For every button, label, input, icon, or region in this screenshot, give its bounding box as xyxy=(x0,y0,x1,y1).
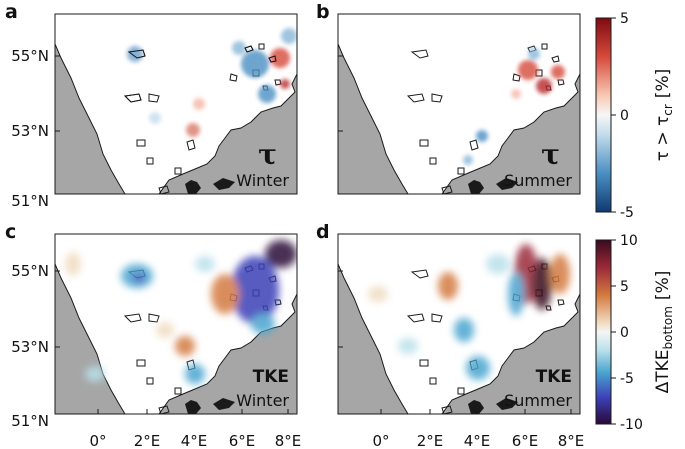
y-tick-label-51n: 51°N xyxy=(11,412,49,430)
colorbar-tick: 0 xyxy=(620,325,629,341)
x-tick-label-6e: 6°E xyxy=(229,432,256,449)
colorbar-label-main: ΔTKE xyxy=(653,349,673,393)
x-tick-label-0: 0° xyxy=(372,432,389,449)
panel-season: Summer xyxy=(504,171,572,190)
x-tick-label-8e: 8°E xyxy=(558,432,585,449)
field-tau-summer xyxy=(463,48,565,165)
panel-a: 55°N 53°N 51°N a τ Winter xyxy=(5,1,298,210)
colorbar-label-sub: cr xyxy=(661,104,675,116)
y-tick-label-51n: 51°N xyxy=(11,192,49,210)
colorbar-tick: 0 xyxy=(620,108,629,124)
x-tick-label-6e: 6°E xyxy=(512,432,539,449)
panel-symbol: TKE xyxy=(536,367,572,387)
y-tick-label-53n: 53°N xyxy=(11,122,49,140)
field-tke-winter xyxy=(65,240,297,384)
colorbar-tau: 5 0 -5 τ > τcr [%] xyxy=(595,11,675,221)
panel-letter: a xyxy=(5,1,18,23)
colorbar-tke: 10 5 0 -5 -10 ΔTKEbottom [%] xyxy=(595,233,675,433)
panel-symbol: τ xyxy=(258,138,277,171)
colorbar-tick: -10 xyxy=(620,417,643,433)
colorbar-tick: 5 xyxy=(620,279,629,295)
panel-c: 55°N 53°N 51°N 0° 2°E 4°E 6°E 8°E c TKE … xyxy=(5,221,301,449)
panel-symbol: TKE xyxy=(253,367,289,387)
colorbar-tick: 5 xyxy=(620,11,629,27)
colorbar-label-unit: [%] xyxy=(653,271,673,300)
x-tick-label-4e: 4°E xyxy=(181,432,208,449)
field-tke-summer xyxy=(368,244,570,380)
y-tick-label-55n: 55°N xyxy=(11,47,49,65)
colorbar-tick: -5 xyxy=(620,205,634,221)
x-tick-label-4e: 4°E xyxy=(464,432,491,449)
colorbar-label-main: τ > τ xyxy=(653,116,673,162)
panel-letter: d xyxy=(316,221,330,243)
colorbar-label: τ > τcr [%] xyxy=(653,69,675,161)
x-tick-label-2e: 2°E xyxy=(134,432,161,449)
field-tau-winter xyxy=(127,28,297,137)
panel-letter: b xyxy=(316,1,330,23)
x-tick-label-8e: 8°E xyxy=(275,432,302,449)
panel-season: Winter xyxy=(236,171,289,190)
colorbar-label-unit: [%] xyxy=(653,69,673,98)
panel-season: Winter xyxy=(236,391,289,410)
panel-symbol: τ xyxy=(541,138,560,171)
colorbar-tick: -5 xyxy=(620,371,634,387)
colorbar-tick: 10 xyxy=(620,233,638,249)
y-ticks xyxy=(55,55,60,195)
y-tick-label-53n: 53°N xyxy=(11,338,49,356)
panel-letter: c xyxy=(5,221,16,243)
x-tick-label-0: 0° xyxy=(89,432,106,449)
x-tick-label-2e: 2°E xyxy=(417,432,444,449)
panel-d: 0° 2°E 4°E 6°E 8°E d TKE Summer xyxy=(316,221,584,449)
colorbar-label: ΔTKEbottom [%] xyxy=(653,271,675,394)
panel-season: Summer xyxy=(504,391,572,410)
colorbar-label-sub: bottom xyxy=(661,306,675,349)
y-tick-label-55n: 55°N xyxy=(11,262,49,280)
panel-b: b τ Summer xyxy=(316,1,581,195)
